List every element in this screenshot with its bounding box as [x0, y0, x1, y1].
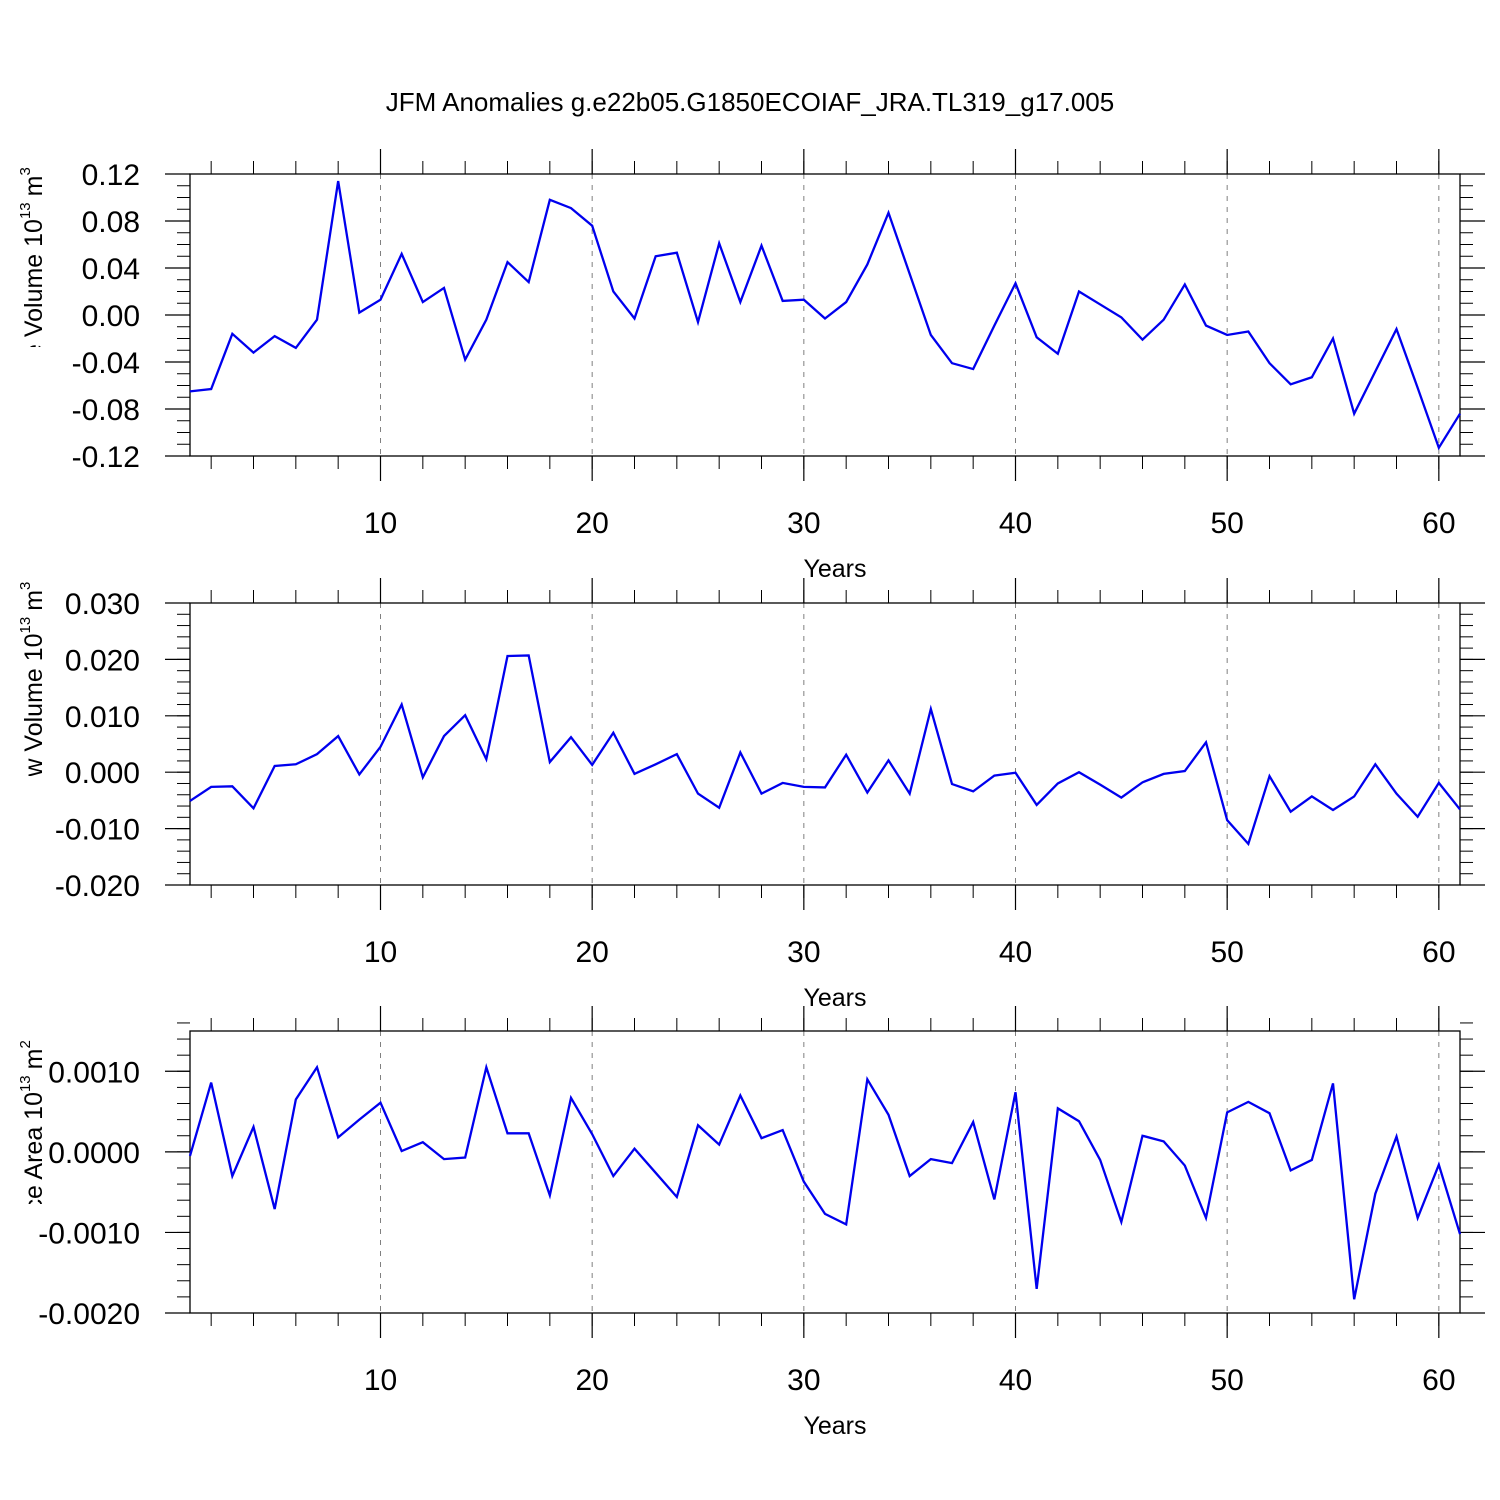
x-tick-label: 20	[575, 1364, 608, 1397]
y-tick-label: 0.0000	[48, 1137, 140, 1170]
x-tick-label: 20	[575, 507, 608, 540]
x-tick-label: 40	[999, 936, 1032, 969]
y-tick-label: 0.00	[82, 300, 140, 333]
x-axis-title: Years	[803, 1412, 866, 1440]
x-tick-label: 30	[787, 507, 820, 540]
x-axis-title: Years	[803, 555, 866, 583]
series-line	[189, 180, 1461, 451]
panel-ice-area: 10 20 30 40 50 60 0.0010 0.0000 -0.0010 -0.0020 Ye…	[17, 1006, 1485, 1440]
y-tick-label: 0.04	[82, 253, 140, 286]
x-tick-label: 60	[1422, 936, 1455, 969]
series-line	[188, 1062, 1462, 1300]
y-axis-title-text: Beau Ice Area 10	[20, 1092, 48, 1284]
x-tick-label: 50	[1210, 507, 1243, 540]
x-tick-label: 40	[999, 507, 1032, 540]
y-tick-label: 0.030	[65, 588, 140, 621]
y-axis-title: Beau Snow Volume 1013 m3	[17, 582, 48, 887]
y-tick-label: 0.010	[65, 701, 140, 734]
y-axis-title-unit-exponent: 3	[17, 582, 34, 590]
y-tick-label: -0.04	[72, 347, 140, 380]
x-axis-title: Years	[803, 984, 866, 1012]
plot-frame	[189, 602, 1461, 886]
y-tick-label: -0.12	[72, 441, 140, 474]
y-axis-title-unit-exponent: 3	[17, 167, 34, 175]
y-tick-label: 0.000	[65, 757, 140, 790]
x-tick-label: 30	[787, 1364, 820, 1397]
x-tick-label: 10	[364, 507, 397, 540]
y-tick-label: 0.0010	[48, 1056, 140, 1089]
x-tick-label: 50	[1210, 936, 1243, 969]
y-tick-label: -0.08	[72, 394, 140, 427]
y-tick-label: -0.010	[55, 814, 140, 847]
y-axis-title-unit: m	[20, 590, 48, 611]
y-axis-title-unit: m	[20, 1049, 48, 1070]
x-tick-label: 50	[1210, 1364, 1243, 1397]
panel-ice-volume: 10 20 30 40 50 60 0.12 0.08 0.04 0.00 -0.04 -0.08 -0…	[17, 149, 1485, 583]
y-tick-label: 0.020	[65, 644, 140, 677]
x-tick-label: 60	[1422, 1364, 1455, 1397]
x-tick-label: 40	[999, 1364, 1032, 1397]
panel-snow-volume: 10 20 30 40 50 60 0.030 0.020 0.010 0.000 -0.010 -0…	[17, 578, 1485, 1012]
y-axis-title-text: Beau Snow Volume 10	[20, 633, 48, 886]
x-tick-label: 30	[787, 936, 820, 969]
x-tick-label: 10	[364, 936, 397, 969]
y-tick-label: -0.0020	[38, 1298, 140, 1331]
y-axis-title-unit: m	[20, 176, 48, 197]
plot-frame	[189, 173, 1461, 457]
y-tick-label: 0.08	[82, 206, 140, 239]
y-tick-label: -0.020	[55, 870, 140, 903]
y-axis-title-exponent: 13	[17, 1075, 34, 1092]
y-tick-label: -0.0010	[38, 1217, 140, 1250]
x-tick-label: 20	[575, 936, 608, 969]
x-tick-label: 60	[1422, 507, 1455, 540]
y-axis-title: Beau Ice Area 1013 m2	[17, 1040, 48, 1284]
y-axis-title-unit-exponent: 2	[17, 1040, 34, 1048]
y-axis-title-text: Beau Ice Volume 10	[20, 219, 48, 443]
y-axis-title: Beau Ice Volume 1013 m3	[17, 167, 48, 443]
y-axis-title-exponent: 13	[17, 202, 34, 219]
series-line	[189, 654, 1461, 847]
y-tick-label: 0.12	[82, 159, 140, 192]
chart-title: JFM Anomalies g.e22b05.G1850ECOIAF_JRA.T…	[386, 87, 1114, 117]
plot-frame	[189, 1030, 1461, 1314]
x-tick-label: 10	[364, 1364, 397, 1397]
y-axis-title-exponent: 13	[17, 617, 34, 634]
